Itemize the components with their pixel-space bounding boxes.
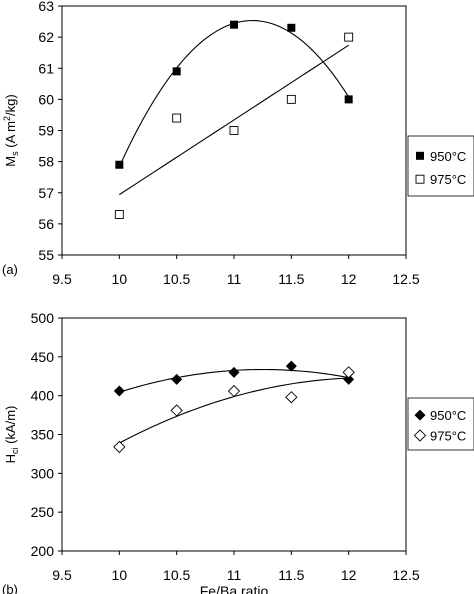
chart-panel-b: 200 250 300 350 400 450 500 9.5 10 10.5 11 11.5 12 12… [2,310,474,594]
data-point-series-2 [342,366,355,379]
y-axis-label-superscript: 2 [2,116,12,121]
chart-panel-a: 55 56 57 58 59 60 61 62 63 9.5 10 10.5 11 11.5 12 12.5 M… [2,0,474,287]
y-axis-label-symbol: H [3,454,18,463]
data-point-series-2 [172,113,182,123]
data-point-series-2 [286,94,296,104]
data-point-series-1 [344,95,353,104]
y-tick-label: 59 [38,123,54,139]
y-tick-label: 200 [31,543,55,559]
y-tick-label: 62 [38,29,54,45]
y-axis-label: Ms (A m2/kg) [2,94,20,166]
data-point-series-1 [343,373,355,385]
x-tick-label: 9.5 [52,271,72,287]
x-tick-label: 9.5 [52,567,72,583]
x-tick-label: 12.5 [392,271,419,287]
x-tick-label: 10 [112,271,128,287]
y-axis-label-subscript: s [10,151,20,156]
y-axis-label-subscript: ci [10,448,20,455]
y-tick-label: 300 [31,465,55,481]
x-tick-label: 10.5 [163,271,190,287]
y-axis-label-symbol: M [3,156,18,167]
x-tick-label: 12 [341,567,357,583]
legend: 950°C 975°C [407,135,474,197]
panel-label: (a) [2,262,18,277]
y-tick-label: 450 [31,349,55,365]
data-point-series-2 [113,440,126,454]
x-tick-label: 12.5 [392,567,419,583]
y-axis-label-unit: (A m [3,121,18,151]
x-tick-label: 10.5 [163,567,190,583]
legend-marker-1 [416,151,424,160]
x-tick-label: 11.5 [278,567,304,583]
legend-label: 950°C [430,408,466,423]
legend-marker-2 [415,174,425,184]
trend-line-1 [118,19,350,167]
data-point-series-1 [171,373,183,385]
legend-label: 975°C [430,428,466,443]
data-point-series-1 [287,23,296,32]
y-tick-label: 60 [38,91,54,107]
data-point-series-1 [115,160,124,169]
data-point-series-1 [228,366,240,378]
data-point-series-2 [344,32,354,42]
y-tick-label: 400 [31,388,55,404]
x-tick-label: 10 [112,567,128,583]
x-tick-label: 11 [227,271,242,287]
legend-label: 975°C [430,172,466,187]
plot-area [61,317,407,552]
y-axis-label-unit: (kA/m) [3,406,18,448]
y-axis-label-end: /kg) [3,94,18,116]
legend-box [407,397,474,451]
y-tick-label: 57 [38,185,54,201]
y-tick-label: 58 [38,154,54,170]
x-tick-label: 11.5 [278,271,304,287]
data-point-series-1 [285,360,297,372]
data-point-series-1 [113,385,125,397]
data-point-series-2 [227,384,241,398]
legend-box [407,135,474,197]
data-point-series-2 [170,404,183,417]
data-point-series-2 [229,126,239,135]
legend-marker-2 [413,429,427,442]
x-tick-label: 12 [341,271,357,287]
trend-line-2 [119,44,349,196]
data-point-series-2 [114,210,124,219]
legend-label: 950°C [430,149,466,164]
data-point-series-1 [172,67,181,76]
data-point-series-1 [230,20,238,29]
x-axis-label: Fe/Ba ratio [200,583,269,594]
legend-marker-1 [414,409,426,421]
y-tick-label: 250 [31,504,55,520]
data-point-series-2 [285,391,298,404]
x-tick-label: 11 [227,567,242,583]
y-tick-label: 55 [38,247,54,263]
y-tick-label: 63 [38,0,54,14]
y-tick-label: 56 [38,216,54,232]
y-tick-label: 350 [31,427,55,443]
y-tick-label: 500 [31,310,55,326]
y-axis-label: Hci (kA/m) [3,406,20,464]
legend: 950°C 975°C [407,397,474,451]
y-tick-label: 61 [38,60,54,76]
panel-label: (b) [2,582,18,594]
